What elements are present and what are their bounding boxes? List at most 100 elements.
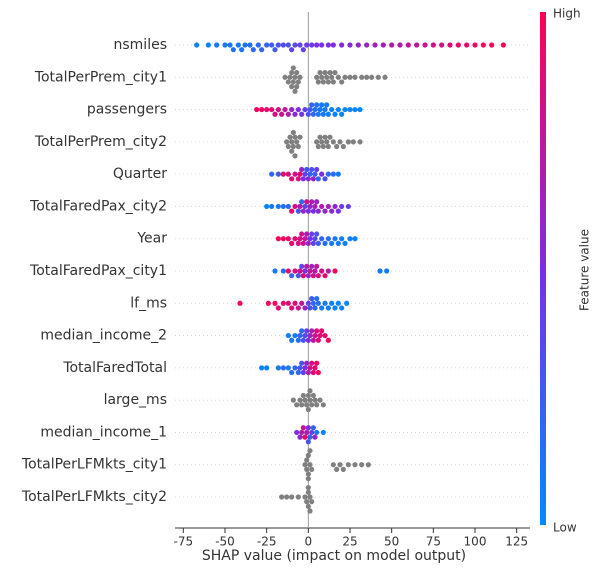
shap-point xyxy=(317,70,323,76)
shap-point xyxy=(299,111,305,117)
shap-point xyxy=(307,462,313,468)
shap-point xyxy=(290,79,296,85)
shap-point xyxy=(340,143,346,150)
shap-point xyxy=(297,397,303,403)
shap-point xyxy=(309,402,315,408)
shap-point xyxy=(329,300,335,306)
shap-point xyxy=(299,199,305,205)
shap-point xyxy=(309,263,315,269)
shap-point xyxy=(314,296,320,302)
shap-point xyxy=(312,397,318,403)
shap-point xyxy=(345,203,351,210)
shap-point xyxy=(280,236,286,242)
shap-point xyxy=(312,305,318,311)
shap-point xyxy=(309,102,315,108)
shap-point xyxy=(319,74,325,80)
shap-point xyxy=(455,42,461,48)
shap-point xyxy=(280,365,286,371)
shap-point xyxy=(322,273,328,279)
shap-point xyxy=(335,74,341,80)
shap-point xyxy=(320,79,326,85)
shap-point xyxy=(364,42,370,48)
shap-point xyxy=(322,70,328,76)
shap-point xyxy=(314,102,320,108)
shap-point xyxy=(295,369,301,376)
shap-point xyxy=(347,74,353,80)
x-tick-label: 100 xyxy=(464,535,487,549)
shap-point xyxy=(322,332,328,339)
shap-point xyxy=(237,300,243,306)
shap-point xyxy=(292,332,298,339)
shap-point xyxy=(480,42,486,48)
shap-point xyxy=(264,365,270,371)
shap-point xyxy=(315,369,321,376)
shap-point xyxy=(305,392,311,399)
shap-point xyxy=(292,111,298,117)
shap-point xyxy=(319,203,325,210)
shap-point xyxy=(310,369,316,376)
shap-point xyxy=(305,369,311,376)
shap-point xyxy=(325,203,331,210)
shap-point xyxy=(309,296,315,302)
shap-point xyxy=(315,273,321,279)
shap-point xyxy=(352,106,358,113)
shap-point xyxy=(299,166,305,173)
shap-point xyxy=(304,499,310,505)
shap-point xyxy=(372,42,378,48)
shap-point xyxy=(295,240,301,246)
shap-point xyxy=(280,268,286,274)
shap-point xyxy=(319,139,325,145)
shap-point xyxy=(282,106,288,113)
shap-point xyxy=(297,74,303,80)
shap-point xyxy=(464,42,470,48)
shap-point xyxy=(322,176,328,182)
shap-point xyxy=(264,106,270,113)
row-label: large_ms xyxy=(104,392,167,408)
shap-point xyxy=(342,74,348,80)
shap-point xyxy=(309,429,315,436)
shap-point xyxy=(352,462,358,468)
shap-point xyxy=(322,240,328,246)
shap-point xyxy=(285,143,291,150)
shap-point xyxy=(289,273,295,279)
x-tick-label: 125 xyxy=(505,535,528,549)
row-label: nsmiles xyxy=(114,37,168,53)
shap-point xyxy=(305,503,311,509)
shap-point xyxy=(280,203,286,210)
shap-point xyxy=(292,203,298,210)
shap-point xyxy=(300,425,306,431)
shap-point xyxy=(315,143,321,150)
shap-point xyxy=(300,208,306,214)
shap-point xyxy=(325,42,331,48)
shap-point xyxy=(320,429,326,436)
shap-point xyxy=(339,111,345,117)
shap-point xyxy=(357,106,363,113)
shap-point xyxy=(330,139,336,145)
shap-point xyxy=(307,397,313,403)
shap-point xyxy=(287,74,293,80)
shap-point xyxy=(305,476,311,482)
shap-point xyxy=(284,139,290,145)
shap-point xyxy=(305,425,311,431)
shap-point xyxy=(279,494,285,500)
shap-point xyxy=(300,337,306,343)
shap-point xyxy=(275,203,281,210)
shap-point xyxy=(302,332,308,339)
shap-point xyxy=(322,134,328,140)
shap-point xyxy=(312,365,318,371)
shap-point xyxy=(319,42,325,48)
shap-point xyxy=(227,42,233,48)
shap-point xyxy=(292,88,298,94)
shap-point xyxy=(339,305,345,311)
x-tick-label: -75 xyxy=(174,535,194,549)
shap-point xyxy=(344,300,350,306)
shap-point xyxy=(222,42,228,48)
colorbar-label: Feature value xyxy=(578,229,592,311)
shap-point xyxy=(295,273,301,279)
shap-point xyxy=(345,462,351,468)
shap-point xyxy=(389,42,395,48)
shap-point xyxy=(305,208,311,214)
shap-point xyxy=(295,106,301,113)
shap-point xyxy=(319,236,325,242)
